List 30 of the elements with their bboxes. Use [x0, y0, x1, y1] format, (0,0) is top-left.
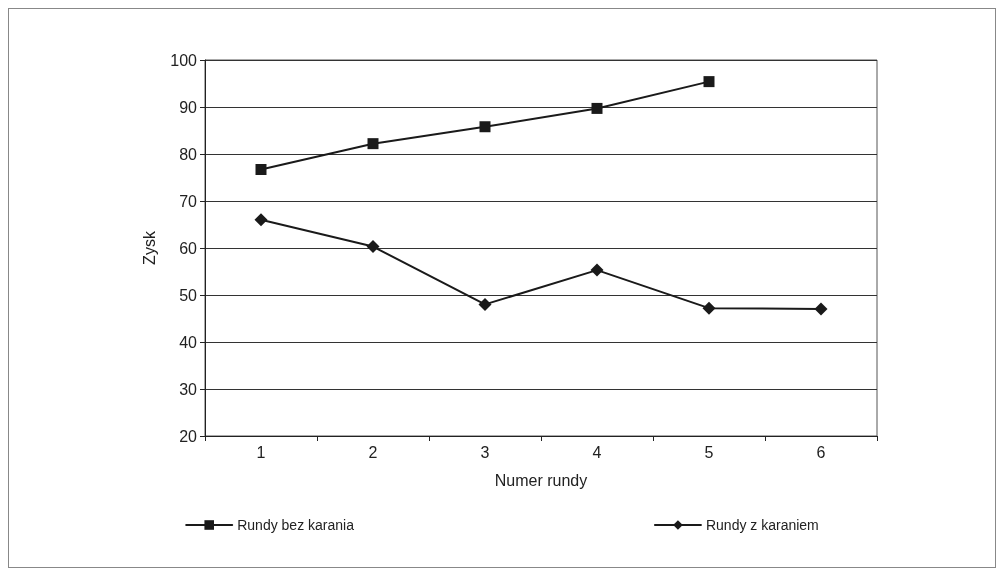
- y-tick-label: 60: [179, 239, 198, 257]
- y-axis-title: Zysk: [140, 230, 158, 265]
- point: [366, 240, 380, 254]
- point: [702, 301, 716, 315]
- y-tick-label: 80: [179, 145, 198, 163]
- legend-label: Rundy bez karania: [237, 517, 355, 533]
- y-tick-label: 20: [179, 427, 198, 445]
- y-tick-label: 90: [179, 98, 198, 116]
- point: [814, 302, 828, 316]
- x-tick-label: 5: [704, 443, 714, 461]
- point: [254, 213, 268, 227]
- point: [591, 102, 603, 114]
- x-tick-label: 4: [592, 443, 602, 461]
- point: [703, 76, 715, 88]
- legend-label: Rundy z karaniem: [705, 517, 819, 533]
- y-tick-label: 30: [179, 380, 198, 398]
- point: [367, 138, 379, 150]
- x-axis-title: Numer rundy: [494, 471, 588, 489]
- y-tick-label: 70: [179, 192, 198, 210]
- x-tick-label: 3: [480, 443, 490, 461]
- point: [590, 263, 604, 277]
- x-tick-label: 6: [816, 443, 826, 461]
- y-tick-label: 50: [179, 286, 198, 304]
- x-tick-label: 1: [256, 443, 266, 461]
- point: [255, 164, 267, 176]
- point: [479, 121, 491, 133]
- point: [478, 297, 492, 311]
- x-tick-label: 2: [368, 443, 378, 461]
- y-tick-label: 40: [179, 333, 198, 351]
- y-tick-label: 100: [170, 51, 198, 69]
